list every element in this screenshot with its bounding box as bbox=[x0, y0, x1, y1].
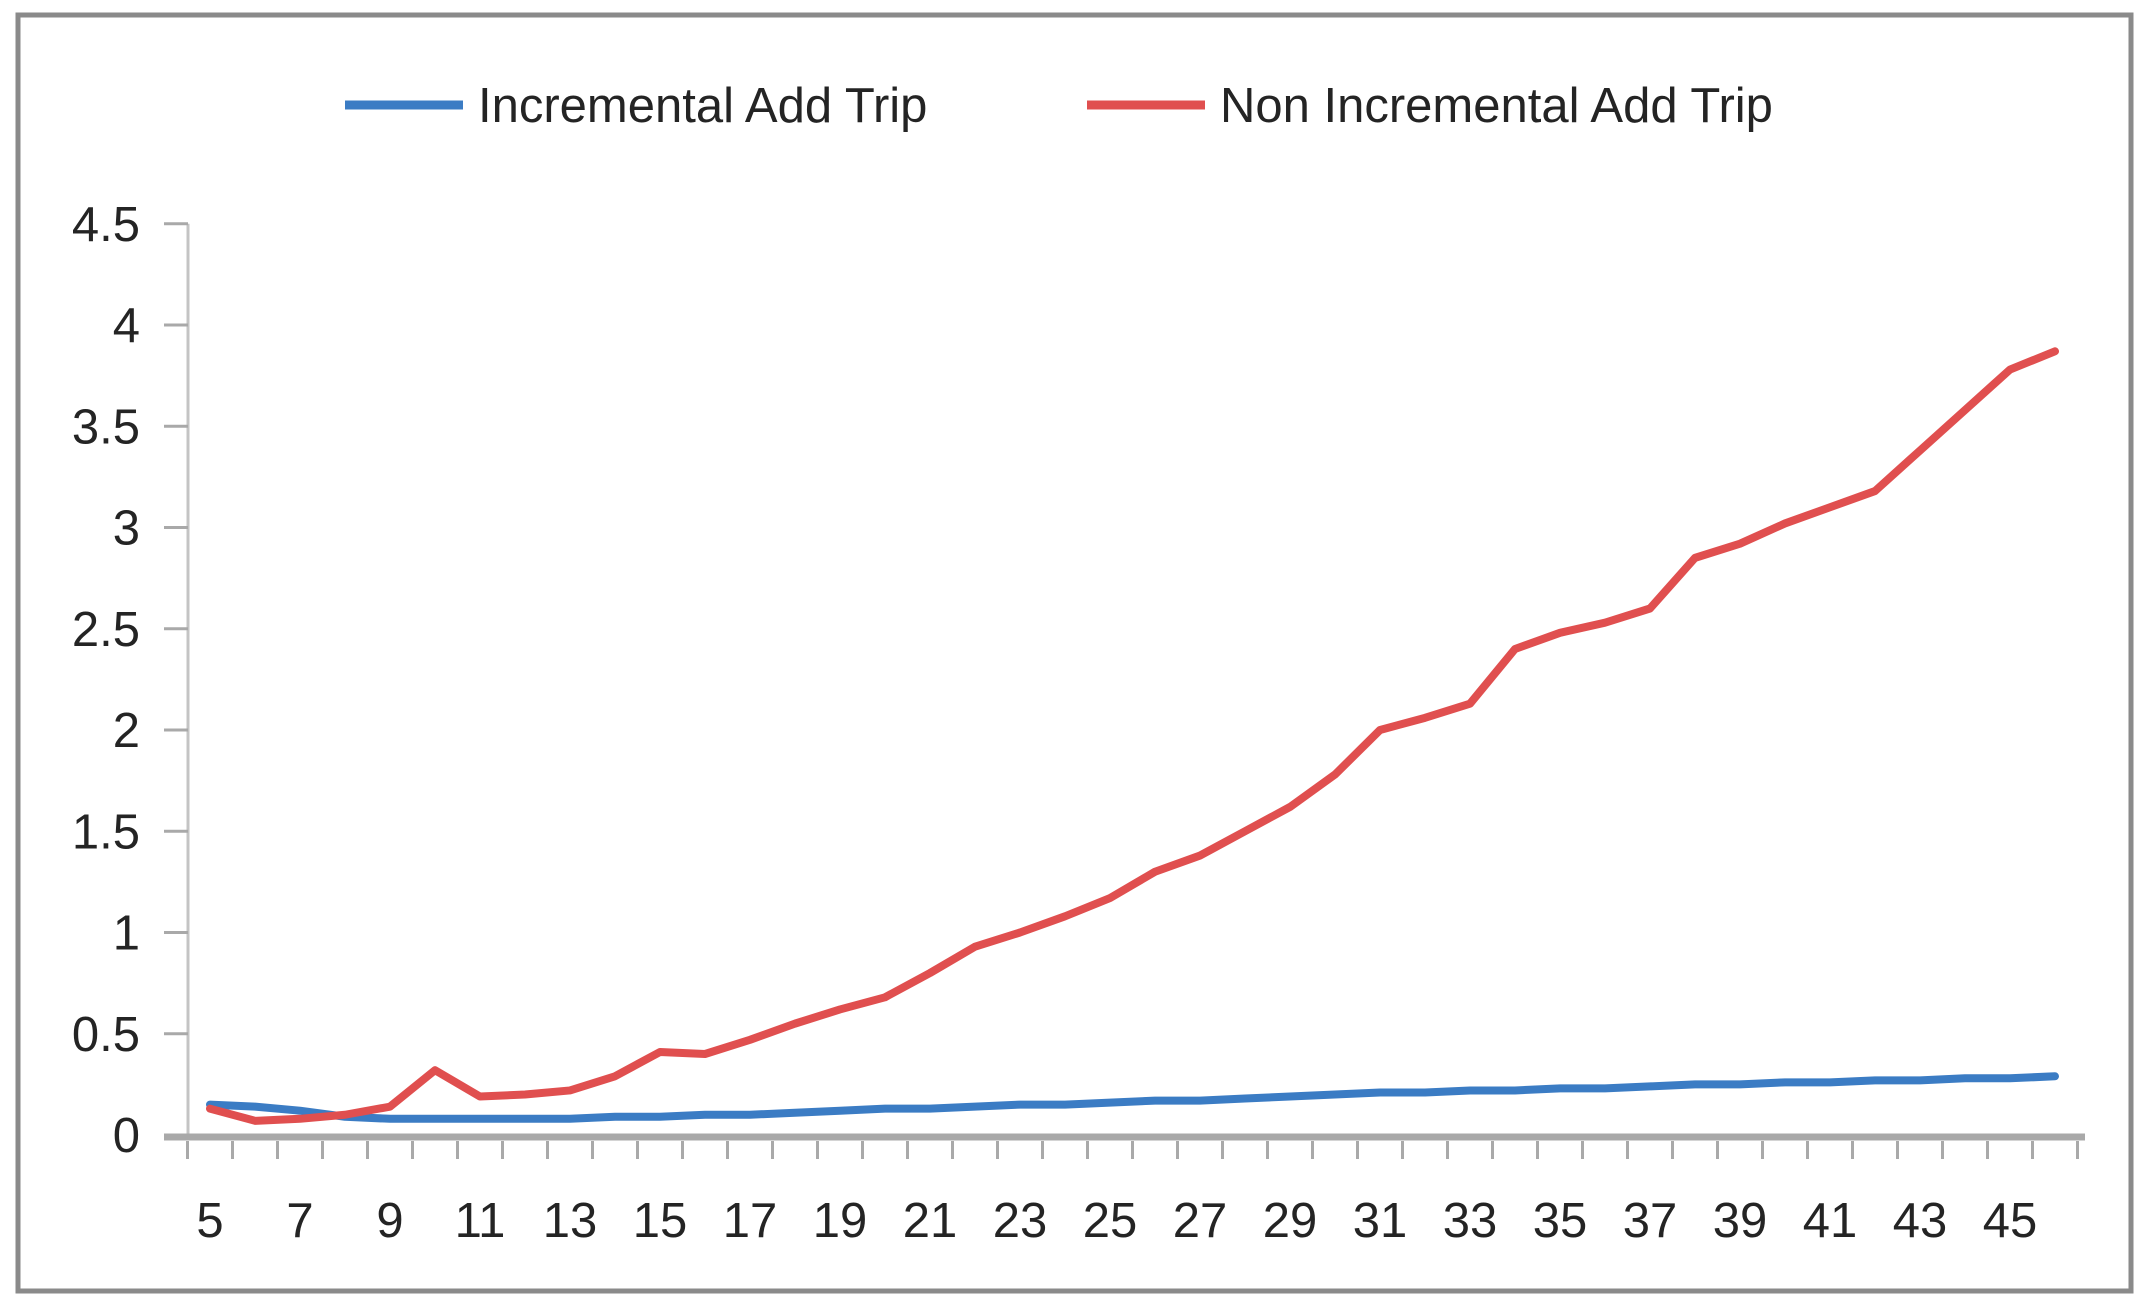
axes: 0 0.5 1 1.5 2 2.5 3 3.5 4 4.5 5 7 9 11 13 15 17 19 21 23 25 2… bbox=[72, 198, 2085, 1248]
x-axis-label: 23 bbox=[993, 1194, 1048, 1248]
x-axis-label: 45 bbox=[1983, 1194, 2038, 1248]
x-axis-label: 21 bbox=[903, 1194, 958, 1248]
x-axis-label: 43 bbox=[1893, 1194, 1948, 1248]
y-axis-label: 0 bbox=[113, 1109, 140, 1163]
x-axis-label: 11 bbox=[455, 1194, 506, 1248]
series-line-non-incremental bbox=[206, 347, 2059, 1125]
x-axis-label: 35 bbox=[1533, 1194, 1588, 1248]
x-axis-label: 25 bbox=[1083, 1194, 1138, 1248]
x-axis-label: 13 bbox=[543, 1194, 598, 1248]
y-axis-label: 0.5 bbox=[72, 1008, 140, 1062]
y-axis-label: 1.5 bbox=[72, 805, 140, 859]
legend-label-non-incremental: Non Incremental Add Trip bbox=[1220, 79, 1773, 133]
x-axis-label: 7 bbox=[286, 1194, 313, 1248]
y-axis-label: 4.5 bbox=[72, 198, 140, 252]
y-axis-label: 1 bbox=[113, 907, 140, 961]
chart-border bbox=[15, 12, 2134, 1294]
x-axis-label: 29 bbox=[1263, 1194, 1318, 1248]
x-axis-label: 19 bbox=[813, 1194, 868, 1248]
x-axis-label: 5 bbox=[196, 1194, 223, 1248]
legend-label-incremental: Incremental Add Trip bbox=[478, 79, 927, 133]
x-axis-label: 33 bbox=[1443, 1194, 1498, 1248]
y-axis-label: 3 bbox=[113, 502, 140, 556]
x-axis-label: 15 bbox=[633, 1194, 688, 1248]
x-axis-label: 41 bbox=[1803, 1194, 1858, 1248]
x-axis-label: 17 bbox=[723, 1194, 778, 1248]
y-axis-label: 2 bbox=[113, 704, 140, 758]
y-axis-label: 2.5 bbox=[72, 603, 140, 657]
legend: Incremental Add Trip Non Incremental Add… bbox=[345, 79, 1773, 133]
x-axis-label: 31 bbox=[1353, 1194, 1408, 1248]
x-axis-label: 27 bbox=[1173, 1194, 1228, 1248]
y-axis-label: 3.5 bbox=[72, 400, 140, 454]
y-axis-label: 4 bbox=[113, 299, 140, 353]
series-lines bbox=[206, 347, 2059, 1125]
series-line-incremental bbox=[206, 1072, 2059, 1123]
x-axis-label: 39 bbox=[1713, 1194, 1768, 1248]
x-axis-label: 37 bbox=[1623, 1194, 1678, 1248]
x-axis-label: 9 bbox=[376, 1194, 403, 1248]
